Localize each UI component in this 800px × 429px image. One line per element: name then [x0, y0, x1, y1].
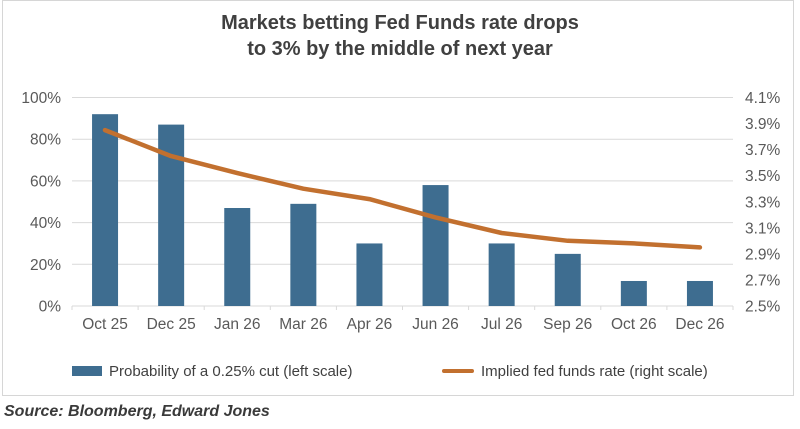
- x-axis-tick-label: Jan 26: [214, 316, 261, 333]
- y-axis-right-tick-label: 3.7%: [745, 142, 781, 159]
- bar-dec-26: [686, 280, 713, 306]
- y-axis-left-tick-label: 20%: [30, 257, 61, 274]
- x-axis-tick-label: Oct 25: [82, 316, 128, 333]
- legend-item-implied-rate: Implied fed funds rate (right scale): [442, 362, 708, 380]
- y-axis-left-tick-label: 60%: [30, 173, 61, 190]
- y-axis-left-tick-label: 0%: [39, 299, 62, 316]
- y-axis-right-tick-label: 3.1%: [745, 220, 781, 237]
- y-axis-right-tick-label: 2.7%: [745, 272, 781, 289]
- chart-title-line-1: Markets betting Fed Funds rate drops: [221, 12, 579, 34]
- chart-title-line-2: to 3% by the middle of next year: [247, 38, 553, 60]
- bar-oct-25: [92, 114, 119, 307]
- chart-card: [2, 0, 794, 396]
- y-axis-right-tick-label: 2.5%: [745, 299, 781, 316]
- x-axis-tick-label: Sep 26: [543, 316, 592, 333]
- bar-oct-26: [620, 280, 647, 306]
- y-axis-right-tick-label: 3.3%: [745, 194, 781, 211]
- bar-legend-swatch-icon: [72, 366, 102, 376]
- chart-title: Markets betting Fed Funds rate drops to …: [0, 10, 800, 62]
- bar-jul-26: [488, 243, 515, 306]
- y-axis-right-tick-label: 3.5%: [745, 168, 781, 185]
- legend-label-implied-rate: Implied fed funds rate (right scale): [481, 362, 708, 380]
- x-axis-tick-label: Jun 26: [412, 316, 459, 333]
- bar-mar-26: [290, 203, 317, 306]
- line-legend-swatch-icon: [442, 369, 474, 373]
- x-axis-tick-label: Dec 25: [147, 316, 196, 333]
- legend-item-probability: Probability of a 0.25% cut (left scale): [72, 362, 352, 380]
- legend-label-probability: Probability of a 0.25% cut (left scale): [109, 362, 353, 380]
- bar-sep-26: [554, 253, 581, 306]
- y-axis-left-tick-label: 40%: [30, 215, 61, 232]
- x-axis-tick-label: Apr 26: [347, 316, 393, 333]
- y-axis-right-tick-label: 2.9%: [745, 246, 781, 263]
- bar-jun-26: [422, 185, 449, 306]
- y-axis-right-tick-label: 3.9%: [745, 116, 781, 133]
- trend-line: [102, 127, 703, 250]
- y-axis-left-tick-label: 80%: [30, 132, 61, 149]
- bar-jan-26: [224, 208, 251, 306]
- y-axis-left-tick-label: 100%: [21, 90, 61, 107]
- bar-apr-26: [356, 243, 383, 306]
- x-axis-tick-label: Mar 26: [279, 316, 327, 333]
- x-axis-tick-label: Dec 26: [675, 316, 724, 333]
- x-axis-tick-label: Oct 26: [611, 316, 657, 333]
- source-attribution: Source: Bloomberg, Edward Jones: [4, 403, 270, 420]
- y-axis-right-tick-label: 4.1%: [745, 90, 781, 107]
- x-axis-tick-label: Jul 26: [481, 316, 522, 333]
